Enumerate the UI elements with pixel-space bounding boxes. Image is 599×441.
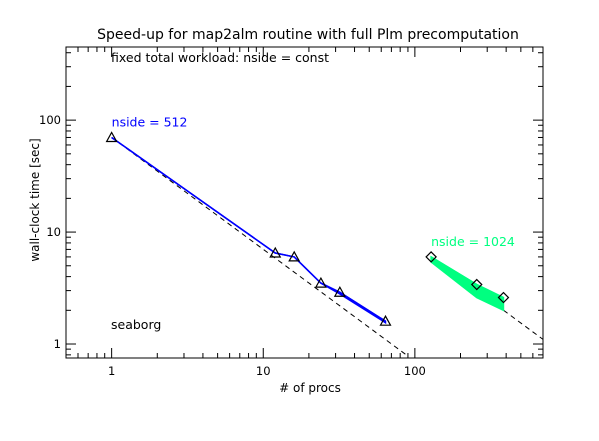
series-1: nside = 512 (105, 114, 392, 326)
series-label: nside = 1024 (431, 234, 515, 249)
machine-label: seaborg (111, 317, 161, 332)
diamond-marker (470, 278, 483, 291)
plot-frame (65, 46, 544, 359)
diamond-marker (497, 291, 510, 304)
diamond-marker (425, 251, 437, 263)
y-tick-label: 10 (46, 225, 61, 239)
ideal-scaling-line (111, 137, 409, 357)
y-tick-label: 100 (39, 113, 61, 127)
x-tick-label: 10 (256, 364, 271, 378)
triangle-marker (379, 314, 392, 326)
series-2: nside = 1024 (425, 234, 515, 312)
y-tick-label: 1 (54, 337, 61, 351)
ideal-scaling-lines (111, 137, 544, 357)
x-tick-label: 1 (108, 364, 115, 378)
series-line (111, 136, 386, 322)
series-line (430, 256, 504, 299)
x-tick-label: 100 (404, 364, 426, 378)
axis-ticks: 1 10 100 1 10 100 (39, 47, 544, 378)
y-axis-label: wall-clock time [sec] (28, 138, 42, 261)
x-axis-label: # of procs (279, 381, 341, 395)
triangle-marker (105, 131, 118, 143)
workload-annotation: fixed total workload: nside = const (111, 50, 329, 65)
triangle-marker (333, 286, 346, 297)
data-series: nside = 512 nside = 1024 (105, 114, 515, 326)
triangle-marker (288, 250, 301, 262)
triangle-marker (269, 246, 282, 258)
series-label: nside = 512 (112, 114, 188, 129)
triangle-marker (314, 276, 327, 288)
chart-title: Speed-up for map2alm routine with full P… (97, 27, 519, 43)
series-band (430, 255, 505, 312)
